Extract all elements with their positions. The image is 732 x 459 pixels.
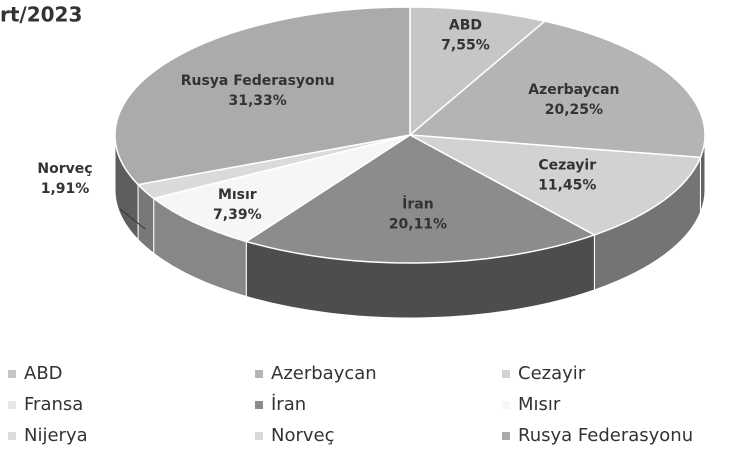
legend-label: ABD (24, 363, 63, 384)
slice-value: 7,55% (441, 37, 490, 53)
slice-label: ABD (449, 17, 482, 33)
slice-value: 20,25% (545, 102, 603, 118)
legend-label: Fransa (24, 394, 83, 415)
slice-value: 31,33% (229, 93, 287, 109)
chart-title: rt/2023 (0, 3, 82, 27)
legend-label: Azerbaycan (271, 363, 377, 384)
slice (409, 6, 547, 137)
legend-swatch (255, 401, 263, 409)
slice-value: 1,91% (41, 181, 90, 197)
leader-line (119, 208, 146, 230)
slice (244, 134, 597, 264)
legend-swatch (8, 401, 16, 409)
legend-swatch (255, 432, 263, 440)
slice-label: Azerbaycan (528, 82, 619, 98)
slice-label: Mısır (218, 187, 257, 203)
slice (114, 6, 411, 186)
legend-label: Norveç (271, 425, 335, 446)
legend-swatch (502, 370, 510, 378)
slice-value: 20,11% (389, 216, 447, 232)
legend-label: Nijerya (24, 425, 88, 446)
legend-swatch (502, 401, 510, 409)
legend-label: Mısır (518, 394, 561, 415)
slice-label: Cezayir (538, 158, 596, 174)
legend-label: Rusya Federasyonu (518, 425, 693, 446)
legend-swatch (502, 432, 510, 440)
legend-swatch (255, 370, 263, 378)
slice-value: 7,39% (213, 207, 262, 223)
slice-label: Norveç (37, 161, 92, 177)
slice (151, 134, 411, 243)
slice (409, 134, 702, 236)
legend-swatch (8, 370, 16, 378)
legend-label: Cezayir (518, 363, 586, 384)
legend-swatch (8, 432, 16, 440)
slice (408, 20, 706, 159)
slice-label: Rusya Federasyonu (181, 73, 335, 89)
slice-value: 11,45% (538, 178, 596, 194)
slice-label: İran (402, 195, 434, 212)
legend-label: İran (271, 394, 306, 415)
